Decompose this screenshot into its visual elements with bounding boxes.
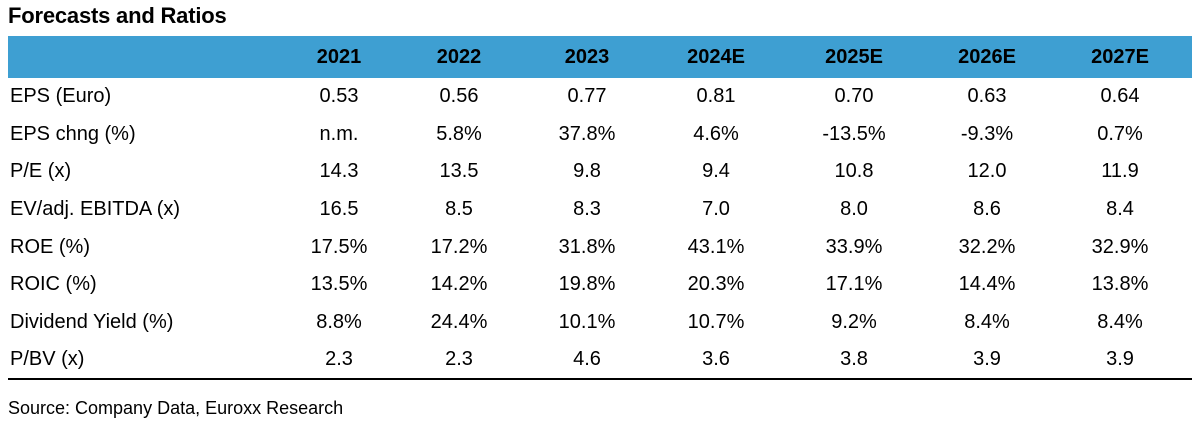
table-cell: 8.4% xyxy=(1097,310,1143,333)
table-cell: 2.3 xyxy=(445,347,473,370)
table-cell: -9.3% xyxy=(960,122,1014,145)
header-cell-2022: 2022 xyxy=(436,45,482,68)
table-cell: 4.6 xyxy=(573,347,601,370)
header-cell-2021: 2021 xyxy=(316,45,362,68)
table-cell: 10.8 xyxy=(834,160,874,183)
table-row: Dividend Yield (%) 8.8% 24.4% 10.1% 10.7… xyxy=(8,304,1192,342)
table-cell: 32.2% xyxy=(958,235,1016,258)
row-label: ROIC (%) xyxy=(10,273,97,296)
table-cell: 0.81 xyxy=(696,85,736,108)
source-note: Source: Company Data, Euroxx Research xyxy=(8,398,344,418)
table-cell: 13.5 xyxy=(439,160,479,183)
table-cell: 2.3 xyxy=(325,347,353,370)
table-cell: 8.4% xyxy=(964,310,1010,333)
table-row: EPS (Euro) 0.53 0.56 0.77 0.81 0.70 0.63… xyxy=(8,78,1192,116)
table-cell: 9.2% xyxy=(831,310,877,333)
table-cell: 0.63 xyxy=(967,85,1007,108)
table-cell: 19.8% xyxy=(558,273,616,296)
table-cell: 8.5 xyxy=(445,198,473,221)
table-cell: 11.9 xyxy=(1101,160,1139,183)
table-cell: 24.4% xyxy=(430,310,488,333)
row-label: P/BV (x) xyxy=(10,347,85,370)
table-cell: 31.8% xyxy=(558,235,616,258)
table-cell: 3.9 xyxy=(973,347,1001,370)
table-header-row: 2021 2022 2023 2024E 2025E 2026E 2027E xyxy=(8,36,1192,78)
table-cell: 32.9% xyxy=(1091,235,1149,258)
row-label: EPS chng (%) xyxy=(10,122,136,145)
table-cell: 8.6 xyxy=(973,198,1001,221)
table-row: P/E (x) 14.3 13.5 9.8 9.4 10.8 12.0 11.9 xyxy=(8,153,1192,191)
header-cell-label xyxy=(8,36,284,78)
table-cell: 20.3% xyxy=(687,273,745,296)
table-cell: 4.6% xyxy=(693,122,739,145)
table-cell: 0.7% xyxy=(1097,122,1143,145)
table-row: P/BV (x) 2.3 2.3 4.6 3.6 3.8 3.9 3.9 xyxy=(8,341,1192,379)
table-cell: n.m. xyxy=(319,122,359,145)
table-row: ROIC (%) 13.5% 14.2% 19.8% 20.3% 17.1% 1… xyxy=(8,266,1192,304)
forecasts-table: 2021 2022 2023 2024E 2025E 2026E 2027E E… xyxy=(8,36,1192,380)
row-label: Dividend Yield (%) xyxy=(10,310,174,333)
table-title: Forecasts and Ratios xyxy=(8,3,227,28)
table-cell: 16.5 xyxy=(319,198,359,221)
table-cell: 3.9 xyxy=(1106,347,1134,370)
table-cell: 0.70 xyxy=(834,85,874,108)
table-cell: 8.4 xyxy=(1106,198,1134,221)
table-cell: 33.9% xyxy=(825,235,883,258)
table-cell: 13.8% xyxy=(1091,273,1149,296)
table-cell: 37.8% xyxy=(558,122,616,145)
row-label: P/E (x) xyxy=(10,160,72,183)
row-label: ROE (%) xyxy=(10,235,90,258)
header-cell-2025e: 2025E xyxy=(825,45,883,68)
table-cell: 3.8 xyxy=(840,347,868,370)
table-row: ROE (%) 17.5% 17.2% 31.8% 43.1% 33.9% 32… xyxy=(8,228,1192,266)
table-cell: 7.0 xyxy=(702,198,730,221)
header-cell-2023: 2023 xyxy=(564,45,610,68)
table-cell: 8.0 xyxy=(840,198,868,221)
row-label: EPS (Euro) xyxy=(10,85,112,108)
table-cell: 17.5% xyxy=(310,235,368,258)
table-cell: 14.3 xyxy=(319,160,359,183)
table-cell: 0.53 xyxy=(319,85,359,108)
table-cell: 10.1% xyxy=(558,310,616,333)
table-cell: 0.64 xyxy=(1100,85,1140,108)
header-cell-2027e: 2027E xyxy=(1091,45,1149,68)
table-cell: 0.56 xyxy=(439,85,479,108)
table-cell: 0.77 xyxy=(567,85,607,108)
row-label: EV/adj. EBITDA (x) xyxy=(10,198,181,221)
table-cell: 43.1% xyxy=(687,235,745,258)
table-cell: 14.4% xyxy=(958,273,1016,296)
header-cell-2024e: 2024E xyxy=(687,45,745,68)
header-cell-2026e: 2026E xyxy=(958,45,1016,68)
table-cell: 3.6 xyxy=(702,347,730,370)
table-cell: 5.8% xyxy=(436,122,482,145)
table-cell: 8.8% xyxy=(316,310,362,333)
table-cell: 10.7% xyxy=(687,310,745,333)
table-row: EV/adj. EBITDA (x) 16.5 8.5 8.3 7.0 8.0 … xyxy=(8,191,1192,229)
table-cell: 9.8 xyxy=(573,160,601,183)
table-cell: 12.0 xyxy=(967,160,1007,183)
forecasts-table-container: 2021 2022 2023 2024E 2025E 2026E 2027E E… xyxy=(8,36,1192,380)
table-cell: 17.1% xyxy=(825,273,883,296)
table-row: EPS chng (%) n.m. 5.8% 37.8% 4.6% -13.5%… xyxy=(8,116,1192,154)
table-cell: 8.3 xyxy=(573,198,601,221)
table-cell: -13.5% xyxy=(822,122,886,145)
table-cell: 14.2% xyxy=(430,273,488,296)
table-cell: 9.4 xyxy=(702,160,730,183)
table-cell: 13.5% xyxy=(310,273,368,296)
table-cell: 17.2% xyxy=(430,235,488,258)
